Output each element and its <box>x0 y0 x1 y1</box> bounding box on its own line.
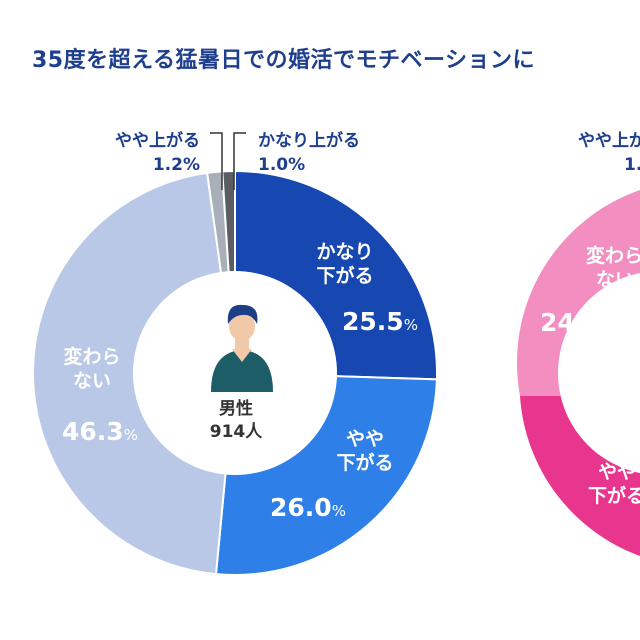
slice-label-line: ない <box>73 370 111 392</box>
outside-label: 1.2% <box>153 155 200 175</box>
slice-label-line: 変わら <box>586 244 640 267</box>
male-donut: 男性 914人 かなり 下がる 25.5% やや 下がる 26.0% 変わら な… <box>32 130 438 576</box>
outside-label: かなり上がる <box>258 130 360 151</box>
slice-label-line: やや <box>598 461 636 483</box>
man-person-icon <box>211 304 273 392</box>
slice-label-line: やや <box>346 428 384 450</box>
female-donut: やや上が 1. 変わら ない 24.8% やや 下がる <box>516 130 640 556</box>
female-donut-hole <box>558 273 640 473</box>
slice-value: 46.3% <box>62 417 138 446</box>
group-label: 男性 <box>219 398 253 419</box>
outside-label: やや上が <box>578 130 640 151</box>
slice-label-line: かなり <box>316 241 373 263</box>
leader-line <box>233 132 246 190</box>
page-title: 35度を超える猛暑日での婚活でモチベーションに <box>32 48 536 73</box>
leader-line <box>210 132 223 190</box>
slice-label-line: 変わら <box>63 345 120 368</box>
slice-label-line: ない <box>596 269 634 291</box>
outside-label: 1.0% <box>258 155 305 175</box>
slice-label-line: 下がる <box>588 484 640 507</box>
slice-value: 26.0% <box>270 493 346 522</box>
outside-label: 1. <box>624 155 640 175</box>
slice-label-line: 下がる <box>336 451 393 474</box>
slice-value: 25.5% <box>342 307 418 336</box>
group-count: 914人 <box>210 422 263 442</box>
slice-label-line: 下がる <box>316 264 373 287</box>
outside-label: やや上がる <box>115 130 200 151</box>
slice-value: 24.8% <box>540 308 616 337</box>
